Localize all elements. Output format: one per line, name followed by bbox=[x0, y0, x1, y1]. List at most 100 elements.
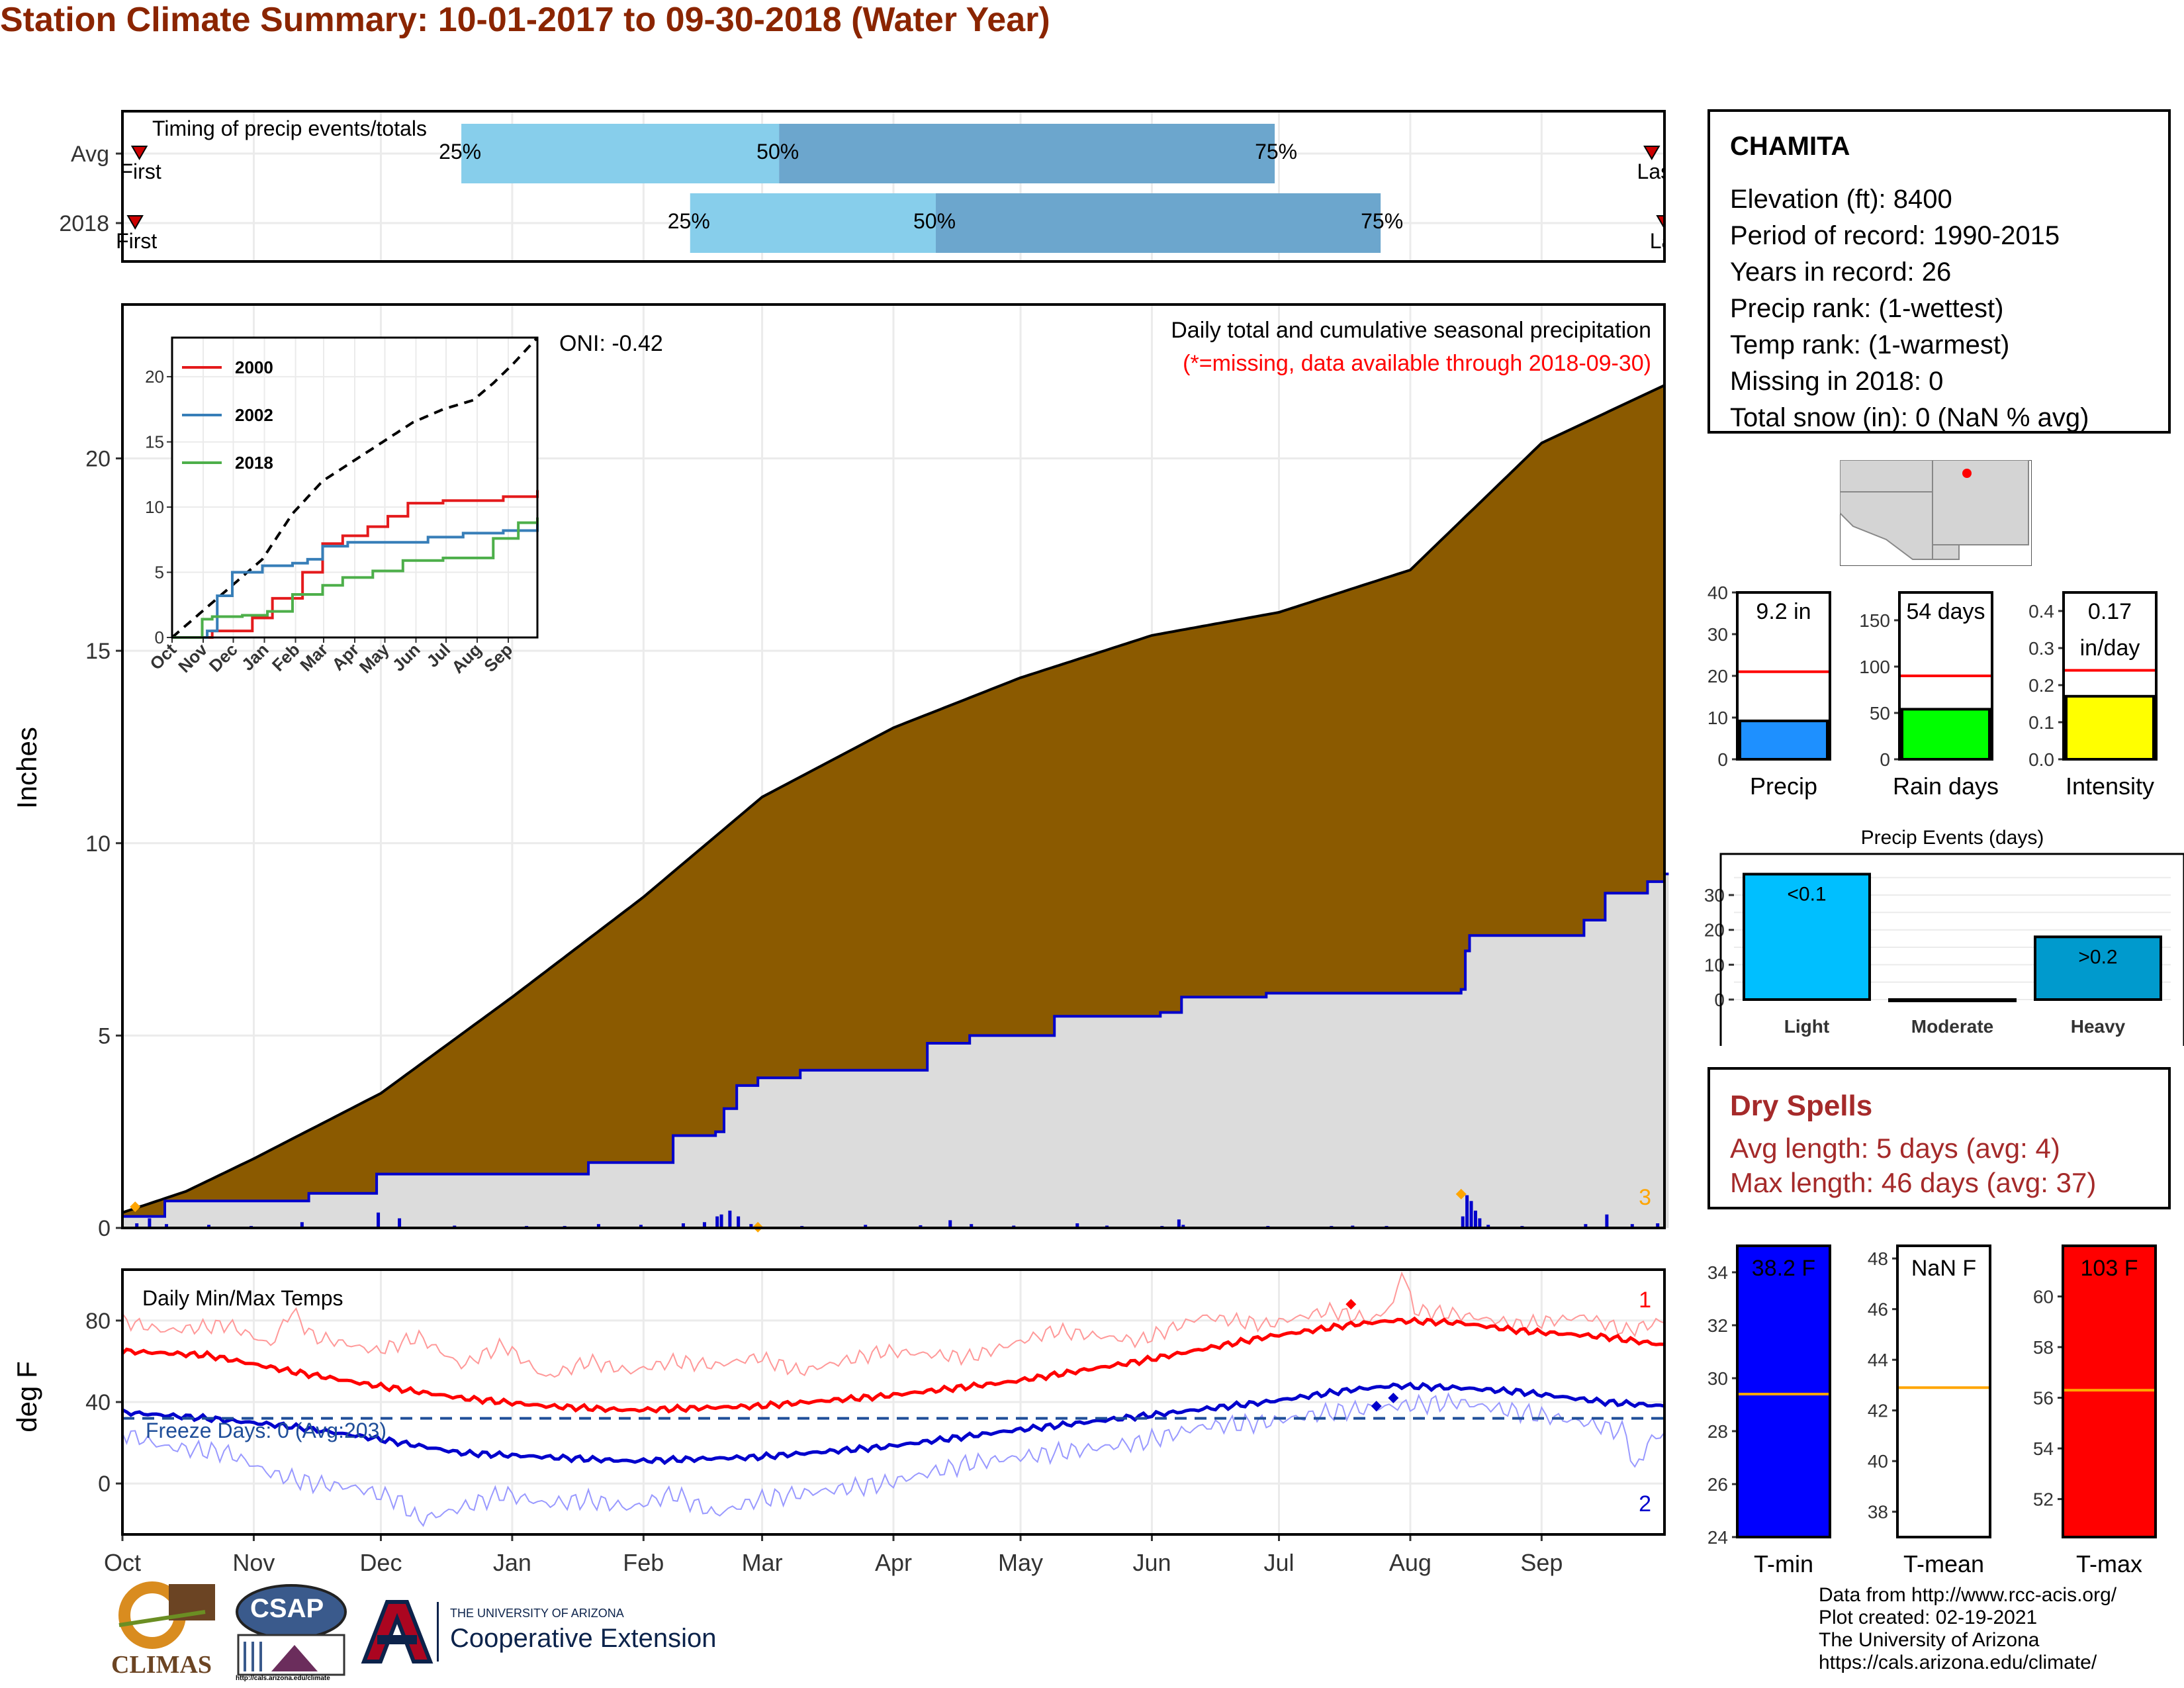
inset-ytick-label: 0 bbox=[155, 628, 164, 647]
station-line: Precip rank: (1-wettest) bbox=[1730, 294, 2004, 323]
temp-summary-bars: 24 26 28 30 32 34 38.2 F T-min 38 40 42 44 46 48 NaN F… bbox=[1707, 1244, 2157, 1577]
footer-credits: Data from http://www.rcc-acis.org/ Plot … bbox=[1819, 1584, 2116, 1674]
timing-q75-label: 75% bbox=[1255, 140, 1297, 164]
temps-count-max: 1 bbox=[1639, 1288, 1651, 1313]
precip-daily-bar bbox=[1469, 1201, 1473, 1228]
tbar-ytick-label: 38 bbox=[1868, 1502, 1888, 1523]
pbar-ytick-label: 0.0 bbox=[2028, 749, 2054, 770]
pbar-value-bar bbox=[1739, 720, 1829, 761]
timing-q50-label: 50% bbox=[913, 209, 956, 233]
temps-xtick-label: Jul bbox=[1263, 1549, 1294, 1576]
precip-ytick-label: 20 bbox=[85, 447, 111, 472]
pbar-ytick-label: 20 bbox=[1707, 666, 1728, 686]
ua-a-icon bbox=[361, 1600, 433, 1664]
timing-q25-label: 25% bbox=[668, 209, 710, 233]
pbar-value-bar bbox=[2065, 694, 2155, 761]
locator-map bbox=[1840, 460, 2032, 566]
temps-xtick-label: Aug bbox=[1389, 1549, 1432, 1576]
temps-xtick-label: Feb bbox=[623, 1549, 664, 1576]
precip-corner-label: 3 bbox=[1639, 1185, 1651, 1210]
tbar-ytick-label: 30 bbox=[1707, 1368, 1728, 1389]
tbar-ytick-label: 54 bbox=[2033, 1438, 2054, 1459]
timing-first-marker bbox=[126, 215, 144, 230]
pbar-ytick-label: 0.4 bbox=[2028, 601, 2054, 622]
precip-daily-bar bbox=[639, 1225, 643, 1228]
precip-subtitle: (*=missing, data available through 2018-… bbox=[1183, 351, 1651, 376]
csap-logo-text: CSAP bbox=[250, 1594, 324, 1623]
tbar-value-label: 38.2 F bbox=[1752, 1256, 1815, 1281]
precip-daily-bar bbox=[300, 1222, 304, 1228]
precip-daily-bar bbox=[1473, 1210, 1477, 1228]
precip-daily-bar bbox=[135, 1223, 139, 1228]
precip-obs-line bbox=[122, 872, 1669, 1218]
timing-bar-q25-q50 bbox=[461, 124, 780, 183]
precip-marker bbox=[1455, 1188, 1467, 1199]
temps-xtick-label: Nov bbox=[232, 1549, 275, 1576]
timing-bar-q50-q75 bbox=[779, 124, 1275, 183]
station-line: Years in record: 26 bbox=[1730, 258, 1952, 287]
inset-ytick-label: 10 bbox=[145, 497, 164, 517]
inset-series-line bbox=[172, 490, 539, 639]
pbar-category-label: Precip bbox=[1750, 773, 1817, 800]
dry-spells-avg: Avg length: 5 days (avg: 4) bbox=[1730, 1133, 2060, 1164]
tbar-ytick-label: 40 bbox=[1868, 1451, 1888, 1472]
precip-daily-bar bbox=[702, 1222, 706, 1228]
footer-line: https://cals.arizona.edu/climate/ bbox=[1819, 1652, 2097, 1673]
pbar-ytick-label: 150 bbox=[1859, 610, 1890, 631]
tbar-ytick-label: 58 bbox=[2033, 1337, 2054, 1358]
events-bar bbox=[2034, 935, 2162, 1001]
temps-obs-max-line bbox=[122, 1271, 1665, 1378]
station-line: Elevation (ft): 8400 bbox=[1730, 185, 1952, 214]
pbar-value-label: 9.2 in bbox=[1756, 599, 1811, 624]
pbar-category-label: Intensity bbox=[2066, 773, 2154, 800]
tbar-ytick-label: 34 bbox=[1707, 1262, 1728, 1283]
precip-oni: ONI: -0.42 bbox=[559, 331, 663, 356]
csap-logo: CSAP http://cals.arizona.edu/climate bbox=[232, 1582, 351, 1685]
ua-logo-small: THE UNIVERSITY OF ARIZONA bbox=[450, 1607, 624, 1620]
pbar-value-label: in/day bbox=[2080, 635, 2140, 661]
pbar-frame bbox=[2062, 591, 2158, 761]
precip-obs-area bbox=[122, 874, 1669, 1228]
pbar-category-label: Rain days bbox=[1893, 773, 1999, 800]
temps-xtick-label: Jan bbox=[493, 1549, 531, 1576]
temps-frame bbox=[121, 1268, 1666, 1536]
ua-logo: THE UNIVERSITY OF ARIZONA Cooperative Ex… bbox=[357, 1599, 754, 1671]
inset-legend-label: 2000 bbox=[235, 357, 273, 377]
pbar-frame bbox=[1898, 591, 1993, 761]
timing-q75-label: 75% bbox=[1361, 209, 1403, 233]
precip-avg-line bbox=[122, 384, 1665, 1214]
pbar-ytick-label: 0 bbox=[1880, 749, 1890, 770]
events-category-label: Light bbox=[1784, 1016, 1829, 1037]
events-bar bbox=[1888, 998, 2017, 1002]
tbar-ytick-label: 28 bbox=[1707, 1421, 1728, 1442]
precip-daily-bar bbox=[1465, 1195, 1469, 1228]
inset-ytick-label: 5 bbox=[155, 563, 164, 583]
precip-daily-bar bbox=[148, 1218, 152, 1228]
precip-ylabel: Inches bbox=[11, 727, 42, 809]
tbar-category-label: T-max bbox=[2076, 1550, 2142, 1577]
temps-ytick-label: 0 bbox=[98, 1472, 111, 1497]
precip-daily-bar bbox=[948, 1220, 952, 1228]
station-line: Missing in 2018: 0 bbox=[1730, 367, 1944, 396]
timing-first-marker bbox=[130, 146, 148, 160]
tbar-ytick-label: 42 bbox=[1868, 1401, 1888, 1421]
precip-daily-bar bbox=[1486, 1225, 1490, 1228]
pbar-ytick-label: 30 bbox=[1707, 624, 1728, 645]
timing-row-label: 2018 bbox=[59, 211, 109, 236]
temps-title: Daily Min/Max Temps bbox=[142, 1286, 343, 1310]
timing-panel: 25%50%75%FirstLastAvg25%50%75%FirstLast2… bbox=[59, 106, 1681, 268]
pbar-value-label: 0.17 bbox=[2088, 599, 2132, 624]
temps-xtick-label: Jun bbox=[1132, 1549, 1171, 1576]
tbar-frame bbox=[1736, 1244, 1831, 1538]
precip-daily-bar bbox=[1478, 1218, 1482, 1228]
precip-chart: 0 5 10 15 20 Daily total and cumulative seaso… bbox=[11, 303, 1669, 1241]
precip-summary-bars: 0 10 20 30 40 9.2 in Precip 0 50 100 150 54 days Rai… bbox=[1707, 583, 2158, 800]
inset-legend-label: 2002 bbox=[235, 405, 273, 425]
temps-xtick-label: Oct bbox=[104, 1549, 141, 1576]
precip-title: Daily total and cumulative seasonal prec… bbox=[1171, 318, 1651, 343]
tbar-category-label: T-mean bbox=[1903, 1550, 1984, 1577]
csap-logo-url: http://cals.arizona.edu/climate bbox=[236, 1675, 330, 1682]
footer-line: Plot created: 02-19-2021 bbox=[1819, 1607, 2038, 1628]
station-line: Period of record: 1990-2015 bbox=[1730, 221, 2060, 250]
